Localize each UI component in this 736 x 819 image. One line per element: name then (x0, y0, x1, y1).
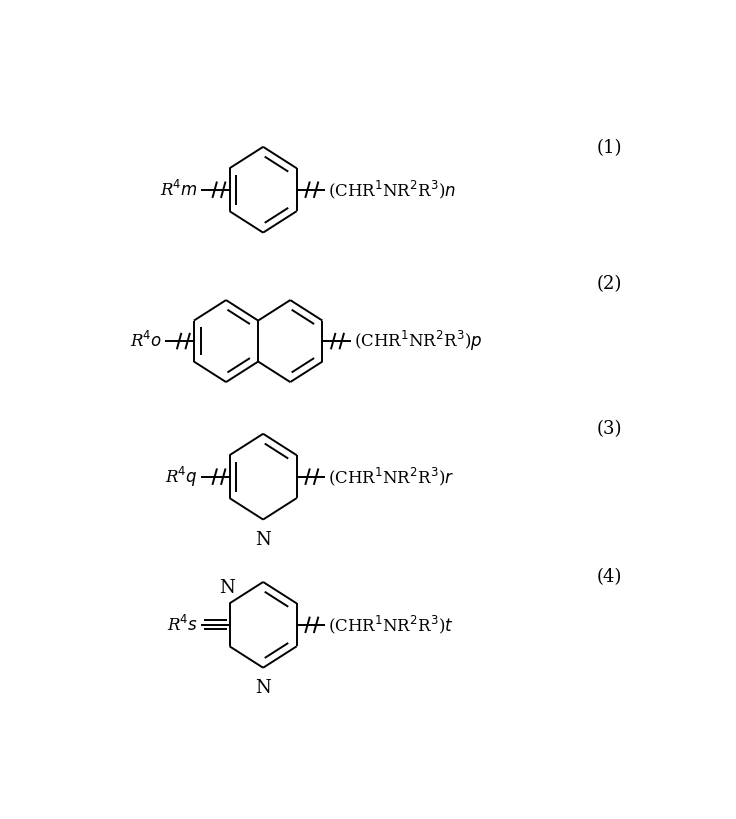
Text: R$^4$$s$: R$^4$$s$ (167, 615, 198, 635)
Text: (CHR$^1$NR$^2$R$^3$)$r$: (CHR$^1$NR$^2$R$^3$)$r$ (328, 465, 454, 488)
Text: N: N (219, 579, 235, 597)
Text: N: N (255, 531, 271, 549)
Text: (4): (4) (597, 568, 623, 586)
Text: (CHR$^1$NR$^2$R$^3$)$p$: (CHR$^1$NR$^2$R$^3$)$p$ (354, 329, 482, 353)
Text: N: N (255, 679, 271, 697)
Text: R$^4$$q$: R$^4$$q$ (166, 464, 198, 489)
Text: R$^4$$o$: R$^4$$o$ (130, 331, 163, 351)
Text: (CHR$^1$NR$^2$R$^3$)$n$: (CHR$^1$NR$^2$R$^3$)$n$ (328, 179, 456, 201)
Text: (CHR$^1$NR$^2$R$^3$)$t$: (CHR$^1$NR$^2$R$^3$)$t$ (328, 613, 453, 636)
Text: (2): (2) (597, 275, 623, 293)
Text: (1): (1) (597, 139, 623, 157)
Text: R$^4$$m$: R$^4$$m$ (160, 179, 198, 200)
Text: (3): (3) (597, 420, 623, 438)
